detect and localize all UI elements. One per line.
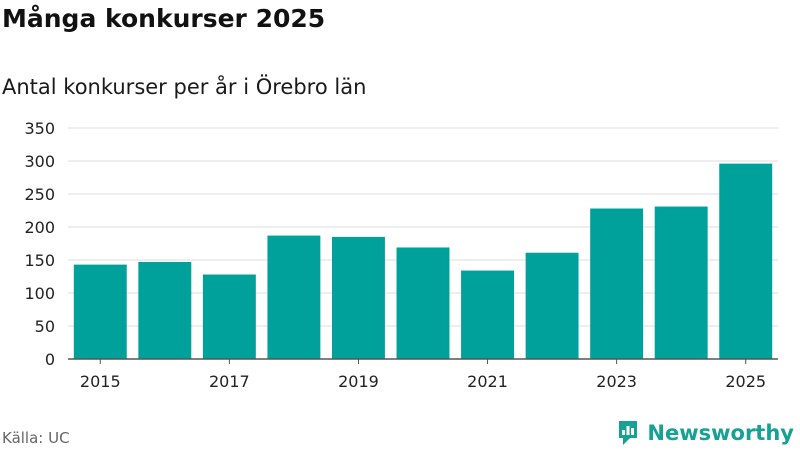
y-tick-label: 100 [24, 284, 55, 303]
chart-title: Många konkurser 2025 [2, 4, 326, 33]
x-tick-label: 2015 [80, 372, 121, 391]
y-tick-label: 350 [24, 119, 55, 138]
bar-2022 [525, 252, 579, 359]
y-tick-label: 0 [45, 350, 55, 369]
y-axis-tick-labels: 0 50 100 150 200 250 300 350 [24, 119, 55, 369]
y-tick-label: 250 [24, 185, 55, 204]
bar-2018 [267, 235, 321, 359]
bars [73, 163, 773, 359]
x-tick-label: 2023 [596, 372, 637, 391]
chart-subtitle: Antal konkurser per år i Örebro län [2, 75, 367, 99]
source-note: Källa: UC [2, 429, 70, 447]
bar-2023 [590, 208, 644, 359]
bar-2024 [654, 206, 708, 359]
x-tick-label: 2019 [338, 372, 379, 391]
bar-2015 [73, 264, 127, 359]
x-tick-label: 2025 [725, 372, 766, 391]
bar-2020 [396, 247, 450, 359]
y-tick-label: 300 [24, 152, 55, 171]
newsworthy-logo-icon [619, 421, 638, 445]
bar-2016 [138, 261, 192, 359]
x-tick-label: 2017 [209, 372, 250, 391]
bar-2021 [461, 270, 515, 359]
bar-2025 [719, 163, 773, 359]
bar-2019 [331, 236, 385, 359]
bar-2017 [202, 274, 256, 359]
y-tick-label: 50 [35, 317, 55, 336]
x-tick-label: 2021 [467, 372, 508, 391]
x-axis-ticks: 2015 2017 2019 2021 2023 2025 [80, 359, 766, 391]
y-tick-label: 150 [24, 251, 55, 270]
newsworthy-logo-text: Newsworthy [647, 421, 794, 445]
newsworthy-logo[interactable]: Newsworthy [617, 419, 794, 447]
y-tick-label: 200 [24, 218, 55, 237]
